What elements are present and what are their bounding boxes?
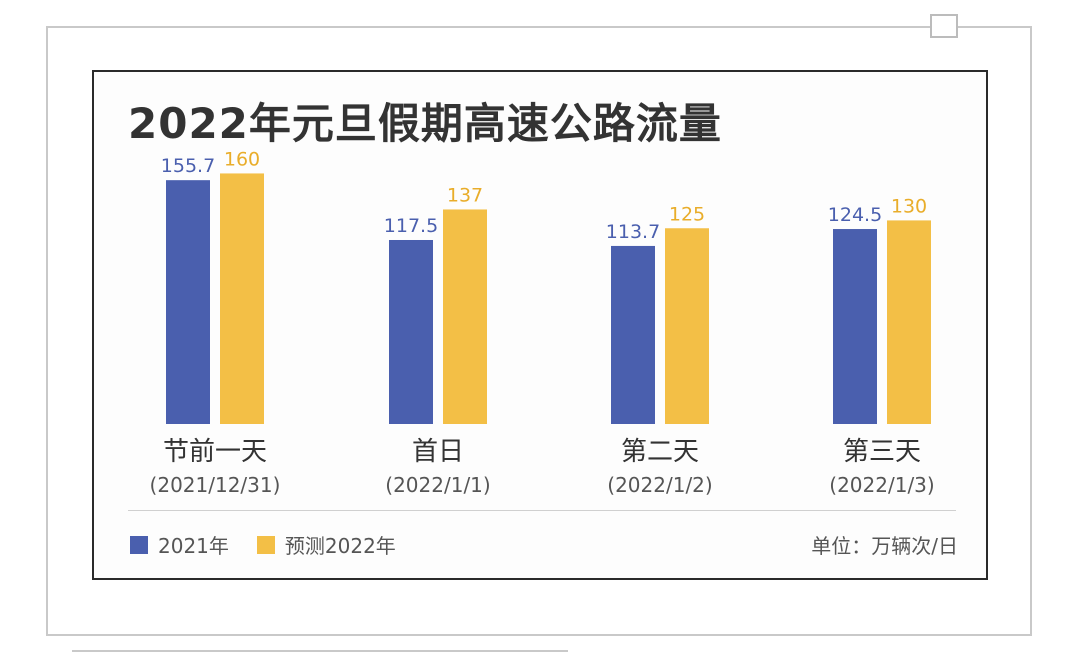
data-label-2022-0: 160 [224,148,260,170]
category-label-1: 首日 [412,437,464,467]
legend-swatch-2021 [130,535,148,554]
legend: 2021年 预测2022年 [130,530,424,559]
bar-2021-1 [389,239,433,424]
data-label-2021-3: 124.5 [828,204,882,226]
category-date-2: (2022/1/2) [607,473,712,497]
unit-label: 单位：万辆次/日 [811,534,958,558]
data-label-2022-3: 130 [891,195,927,217]
bar-2022-2 [665,228,709,424]
bar-2021-2 [611,245,655,424]
data-label-2021-1: 117.5 [384,215,438,237]
data-label-2022-1: 137 [447,184,483,206]
bar-2021-3 [833,229,877,424]
bar-2022-0 [220,173,264,424]
category-date-0: (2021/12/31) [150,473,281,497]
bar-2021-0 [166,180,210,424]
chart-title: 2022年元旦假期高速公路流量 [128,99,722,148]
legend-label-2021: 2021年 [158,534,229,558]
category-date-3: (2022/1/3) [829,473,934,497]
corner-mark [930,14,958,38]
legend-item-2022: 预测2022年 [256,530,396,559]
category-label-2: 第二天 [621,437,699,467]
category-date-1: (2022/1/1) [385,473,490,497]
category-label-3: 第三天 [843,437,921,467]
legend-label-2022: 预测2022年 [284,534,396,558]
legend-swatch-2022 [256,535,275,554]
data-label-2021-2: 113.7 [606,221,660,243]
bar-2022-1 [443,209,487,424]
outer-frame [46,26,1032,636]
bottom-divider [72,650,568,652]
legend-divider [128,510,956,511]
bar-2022-3 [887,220,931,424]
data-label-2021-0: 155.7 [161,155,215,177]
data-label-2022-2: 125 [669,203,705,225]
legend-item-2021: 2021年 [130,530,229,559]
category-label-0: 节前一天 [163,437,267,467]
